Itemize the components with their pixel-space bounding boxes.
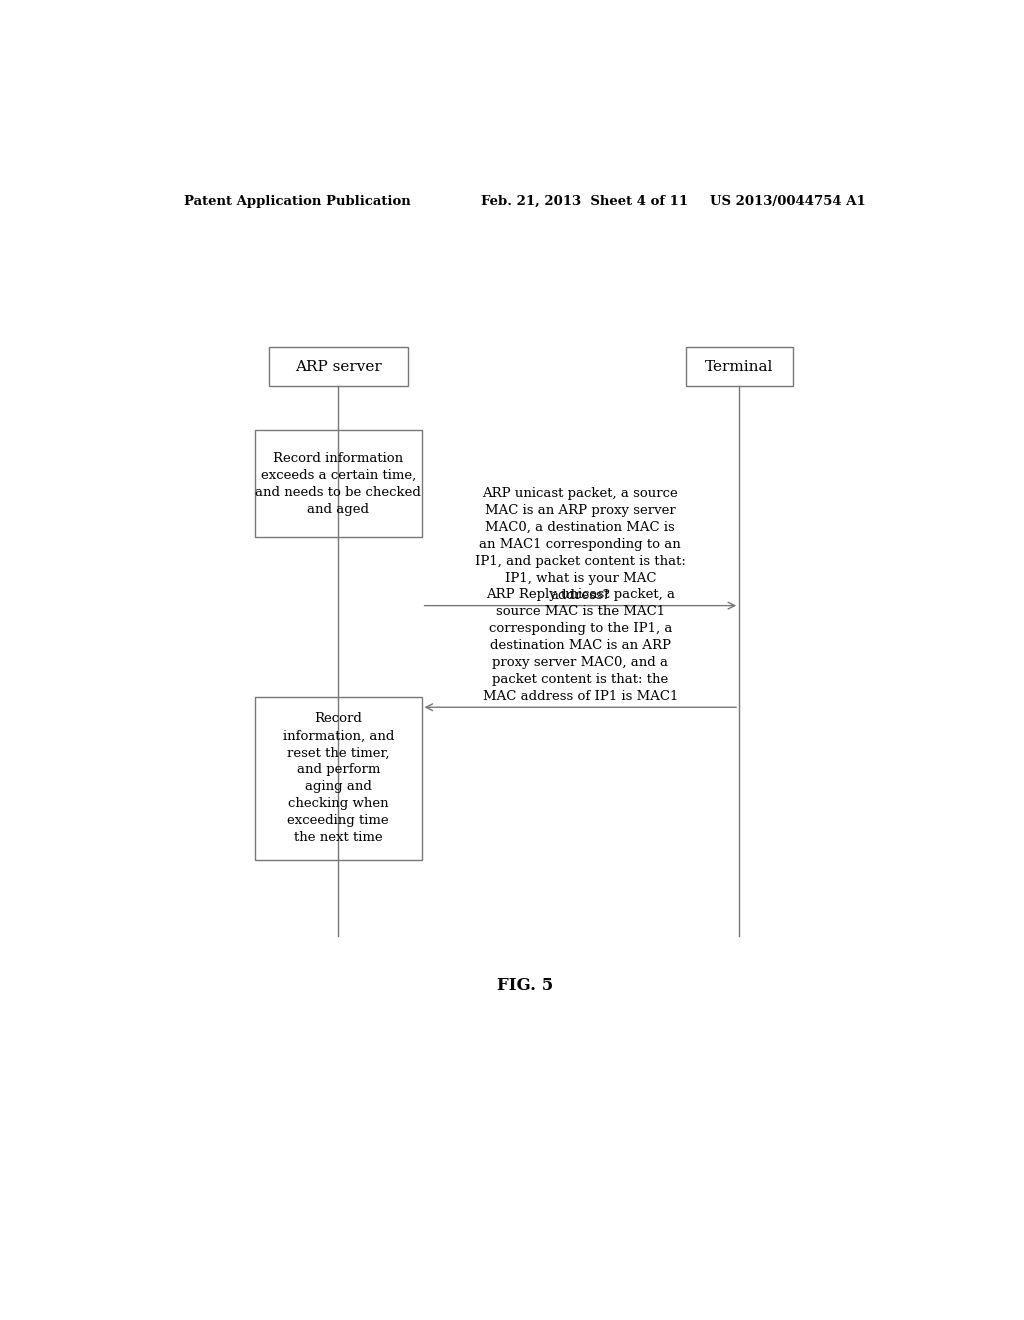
Text: ARP Reply unicast packet, a
source MAC is the MAC1
corresponding to the IP1, a
d: ARP Reply unicast packet, a source MAC i… [482, 589, 678, 704]
Text: ARP server: ARP server [295, 360, 382, 374]
Text: Feb. 21, 2013  Sheet 4 of 11: Feb. 21, 2013 Sheet 4 of 11 [481, 194, 688, 207]
Text: ARP unicast packet, a source
MAC is an ARP proxy server
MAC0, a destination MAC : ARP unicast packet, a source MAC is an A… [475, 487, 686, 602]
Bar [255, 430, 422, 537]
Bar [255, 697, 422, 859]
Text: Record
information, and
reset the timer,
and perform
aging and
checking when
exc: Record information, and reset the timer,… [283, 713, 394, 845]
Text: Record information
exceeds a certain time,
and needs to be checked
and aged: Record information exceeds a certain tim… [255, 451, 421, 516]
Text: US 2013/0044754 A1: US 2013/0044754 A1 [711, 194, 866, 207]
Text: FIG. 5: FIG. 5 [497, 977, 553, 994]
Bar [685, 347, 793, 385]
Bar [269, 347, 408, 385]
Text: Terminal: Terminal [705, 360, 773, 374]
Text: Patent Application Publication: Patent Application Publication [183, 194, 411, 207]
